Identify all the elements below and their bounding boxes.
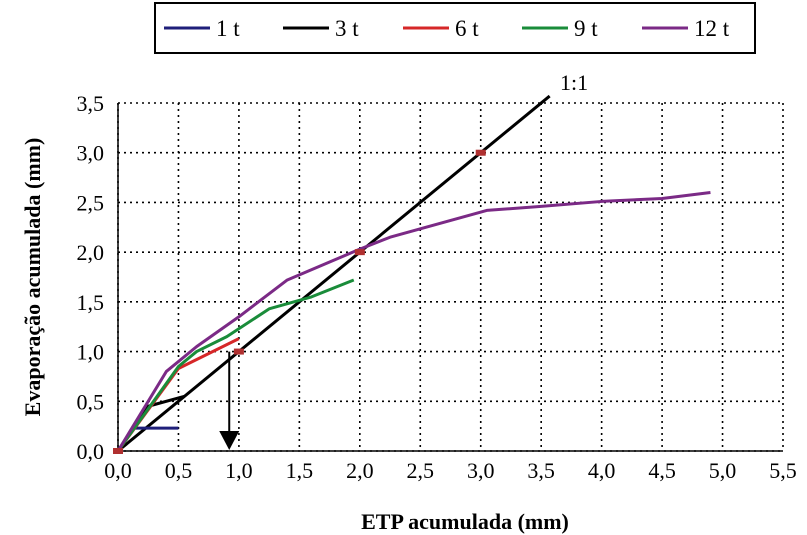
data-marker xyxy=(475,149,486,156)
y-tick-label: 3,0 xyxy=(77,141,105,166)
x-tick-label: 3,5 xyxy=(527,458,555,483)
legend-label-3: 6 t xyxy=(455,16,479,41)
x-tick-label: 0,5 xyxy=(165,458,193,483)
data-marker xyxy=(113,448,123,454)
x-tick-label: 4,5 xyxy=(648,458,676,483)
x-axis-title: ETP acumulada (mm) xyxy=(361,509,569,534)
y-tick-label: 2,5 xyxy=(77,190,105,215)
x-tick-label: 5,0 xyxy=(709,458,737,483)
x-tick-label: 1,5 xyxy=(286,458,314,483)
data-marker xyxy=(233,348,244,355)
y-tick-label: 3,5 xyxy=(77,91,105,116)
y-tick-label: 2,0 xyxy=(77,240,105,265)
series-line-4 xyxy=(116,278,355,452)
legend-label-2: 3 t xyxy=(335,16,359,41)
x-tick-label: 5,5 xyxy=(769,458,797,483)
x-tick-label: 2,5 xyxy=(407,458,435,483)
x-tick-label: 1,0 xyxy=(225,458,253,483)
legend-label-4: 9 t xyxy=(574,16,598,41)
x-tick-label: 3,0 xyxy=(467,458,495,483)
x-tick-label: 2,0 xyxy=(346,458,374,483)
plot-area xyxy=(113,94,784,454)
y-axis-title: Evaporação acumulada (mm) xyxy=(20,138,45,417)
reference-line-label: 1:1 xyxy=(560,70,588,95)
x-tick-label: 4,0 xyxy=(588,458,616,483)
arrow-head xyxy=(219,431,240,450)
legend-label-5: 12 t xyxy=(694,16,730,41)
x-tick-label: 0,0 xyxy=(104,458,132,483)
data-marker xyxy=(354,249,365,256)
y-tick-label: 0,5 xyxy=(77,389,105,414)
y-tick-label: 1,5 xyxy=(77,290,105,315)
series-line-5 xyxy=(116,190,711,452)
y-tick-label: 1,0 xyxy=(77,340,105,365)
y-tick-label: 0,0 xyxy=(77,439,105,464)
legend-label-1: 1 t xyxy=(216,16,240,41)
legend: 1 t 3 t 6 t 9 t 12 t xyxy=(154,2,756,54)
